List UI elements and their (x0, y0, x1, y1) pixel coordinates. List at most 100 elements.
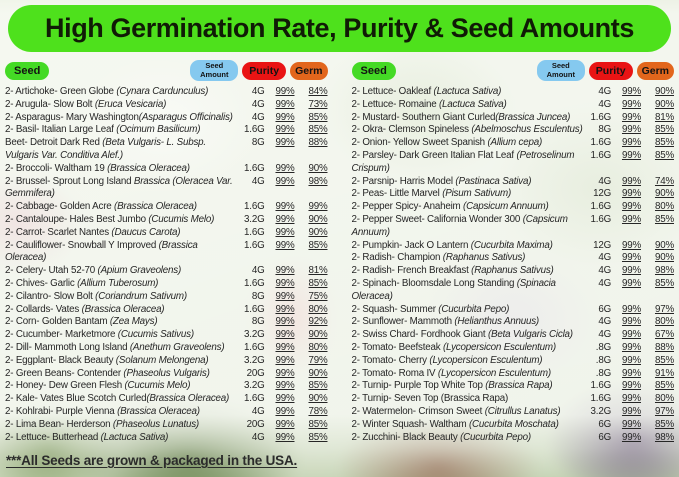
seed-amount-value: 1.6G (244, 124, 265, 136)
seed-row: 2- Cantaloupe- Hales Best Jumbo (Cucumis… (5, 214, 328, 227)
seed-latin-name: (Eruca Vesicaria) (94, 98, 167, 110)
seed-amount-value: 4G (251, 405, 265, 417)
germ-header-badge: Germ (636, 61, 674, 80)
seed-row: 2- Tomato- Roma IV (Lycopersicon Esculen… (352, 368, 675, 381)
column-header-right: Seed Seed Amount Purity Germ (351, 57, 674, 84)
seed-latin-name: (Phaseolus Vulgaris) (123, 367, 210, 379)
germ-value: 98% (654, 431, 674, 443)
seed-amount-value: 4G (598, 316, 611, 328)
seed-name: 2- Swiss Chard- Fordhook Giant (Beta Vul… (351, 329, 574, 341)
seed-amount-value: 6G (598, 431, 611, 443)
seed-name: 2- Honey- Dew Green Flesh (Cucumis Melo) (5, 380, 191, 392)
seed-row: 2- Eggplant- Black Beauty (Solanum Melon… (5, 355, 328, 368)
purity-value: 99% (275, 380, 295, 392)
seed-amount-header-badge: Seed Amount (536, 59, 585, 82)
seed-amount-value: 4G (251, 98, 265, 110)
purity-value: 99% (275, 405, 295, 417)
seed-name: 2- Lettuce- Oakleaf (Lactuca Sativa) (351, 86, 502, 97)
seed-name: 2- Pepper Spicy- Anaheim (Capsicum Annuu… (351, 201, 549, 213)
seed-name: 2- Corn- Golden Bantam (Zea Mays) (5, 316, 158, 328)
seed-amount-value: 4G (251, 111, 265, 123)
seed-amount-value: 6G (598, 303, 611, 315)
germ-value: 90% (654, 188, 674, 200)
seed-latin-name: (Asparagus Officinalis) (138, 111, 233, 123)
germ-value: 84% (308, 86, 328, 97)
germ-value: 80% (654, 393, 674, 405)
germ-value: 73% (308, 98, 328, 110)
seed-table: Seed Seed Amount Purity Germ 2- Artichok… (5, 57, 674, 444)
purity-value: 99% (621, 380, 641, 392)
seed-row: 2- Tomato- Cherry (Lycopersicon Esculent… (352, 355, 675, 368)
seed-rows-right: 2- Lettuce- Oakleaf (Lactuca Sativa) 4G … (352, 86, 675, 444)
seed-latin-name: (Capsicum Annuum) (351, 213, 568, 238)
seed-amount-value: 12G (593, 188, 611, 200)
seed-name: 2- Onion- Yellow Sweet Spanish (Allium c… (351, 137, 543, 149)
seed-row: 2- Cabbage- Golden Acre (Brassica Olerac… (5, 201, 328, 214)
seed-amount-value: 3.2G (244, 354, 265, 366)
seed-latin-name: (Brassica Oleracea) (117, 405, 200, 417)
purity-value: 99% (621, 188, 641, 200)
seed-row: 2- Lettuce- Romaine (Lactuca Sativa) 4G … (352, 99, 675, 112)
seed-amount-value: 1.6G (244, 201, 265, 213)
purity-value: 99% (621, 341, 641, 353)
seed-name: 2- Tomato- Cherry (Lycopersicon Esculent… (351, 354, 543, 366)
seed-amount-value: .8G (595, 367, 611, 379)
seed-header-badge: Seed (351, 61, 396, 80)
germ-value: 90% (308, 329, 328, 341)
seed-latin-name: Brassica (Oleracea Var. Gemmifera) (5, 175, 233, 200)
seed-name: 2- Broccoli- Waltham 19 (Brassica Olerac… (5, 162, 190, 174)
seed-amount-value: 4G (251, 175, 265, 187)
purity-value: 99% (275, 290, 295, 302)
seed-amount-value: 1.6G (244, 239, 265, 251)
purity-value: 99% (275, 124, 295, 136)
seed-latin-name: (Daucus Carota) (111, 226, 181, 238)
seed-amount-value: 1.6G (590, 137, 612, 149)
seed-amount-value: 1.6G (244, 162, 265, 174)
germ-value: 97% (654, 405, 674, 417)
seed-amount-value: 1.6G (590, 149, 612, 161)
seed-name: 2- Artichoke- Green Globe (Cynara Cardun… (5, 86, 209, 97)
germ-value: 90% (654, 239, 674, 251)
seed-row: 2- Sunflower- Mammoth (Helianthus Annuus… (352, 316, 675, 329)
seed-row: 2- Corn- Golden Bantam (Zea Mays) 8G 99%… (5, 316, 328, 329)
seed-name: 2- Peas- Little Marvel (Pisum Sativum) (351, 188, 512, 200)
seed-row: 2- Pumpkin- Jack O Lantern (Cucurbita Ma… (352, 240, 675, 253)
seed-latin-name: (Brassica Oleracea) (5, 239, 198, 264)
purity-value: 99% (275, 201, 295, 213)
seed-latin-name: (Brassica Juncea) (495, 111, 571, 123)
purity-value: 99% (621, 137, 641, 149)
seed-name: 2- Spinach- Bloomsdale Long Standing (Sp… (351, 277, 556, 302)
seed-name: 2- Parsley- Dark Green Italian Flat Leaf… (351, 149, 575, 174)
seed-amount-value: 20G (246, 367, 265, 379)
seed-name: 2- Radish- Champion (Raphanus Sativus) (351, 252, 526, 264)
seed-latin-name: (Brassica Oleracea) (146, 393, 230, 405)
germ-value: 91% (654, 367, 674, 379)
seed-amount-value: 1.6G (244, 393, 265, 405)
seed-name: 2- Celery- Utah 52-70 (Apium Graveolens) (5, 265, 182, 277)
seed-row: 2- Winter Squash- Waltham (Cucurbita Mos… (352, 419, 675, 432)
purity-value: 99% (275, 354, 295, 366)
purity-value: 99% (621, 277, 641, 289)
seed-latin-name: (Petroselinum Crispum) (351, 149, 575, 174)
seed-row: 2- Okra- Clemson Spineless (Abelmoschus … (352, 124, 675, 137)
seed-column-right: Seed Seed Amount Purity Germ 2- Lettuce-… (351, 57, 675, 444)
seed-amount-value: 1.6G (590, 380, 612, 392)
germ-value: 85% (308, 239, 328, 251)
germ-value: 79% (308, 354, 328, 366)
germ-value: 85% (308, 124, 328, 136)
germ-value: 97% (654, 303, 674, 315)
purity-value: 99% (275, 162, 295, 174)
title-banner: High Germination Rate, Purity & Seed Amo… (8, 5, 671, 52)
purity-value: 99% (621, 111, 641, 123)
purity-value: 99% (275, 111, 295, 123)
germ-value: 85% (308, 277, 328, 289)
seed-name: 2- Kohlrabi- Purple Vienna (Brassica Ole… (5, 405, 200, 417)
germ-value: 74% (654, 175, 674, 187)
germ-value: 81% (308, 265, 328, 277)
seed-name: 2- Tomato- Roma IV (Lycopersicon Esculen… (351, 367, 552, 379)
seed-amount-value: 4G (251, 265, 265, 277)
seed-latin-name: (Brassica Rapa) (485, 380, 553, 392)
germ-value: 85% (308, 380, 328, 392)
seed-name: 2- Cilantro- Slow Bolt (Coriandrum Sativ… (5, 290, 187, 302)
seed-name: 2- Winter Squash- Waltham (Cucurbita Mos… (351, 418, 559, 430)
